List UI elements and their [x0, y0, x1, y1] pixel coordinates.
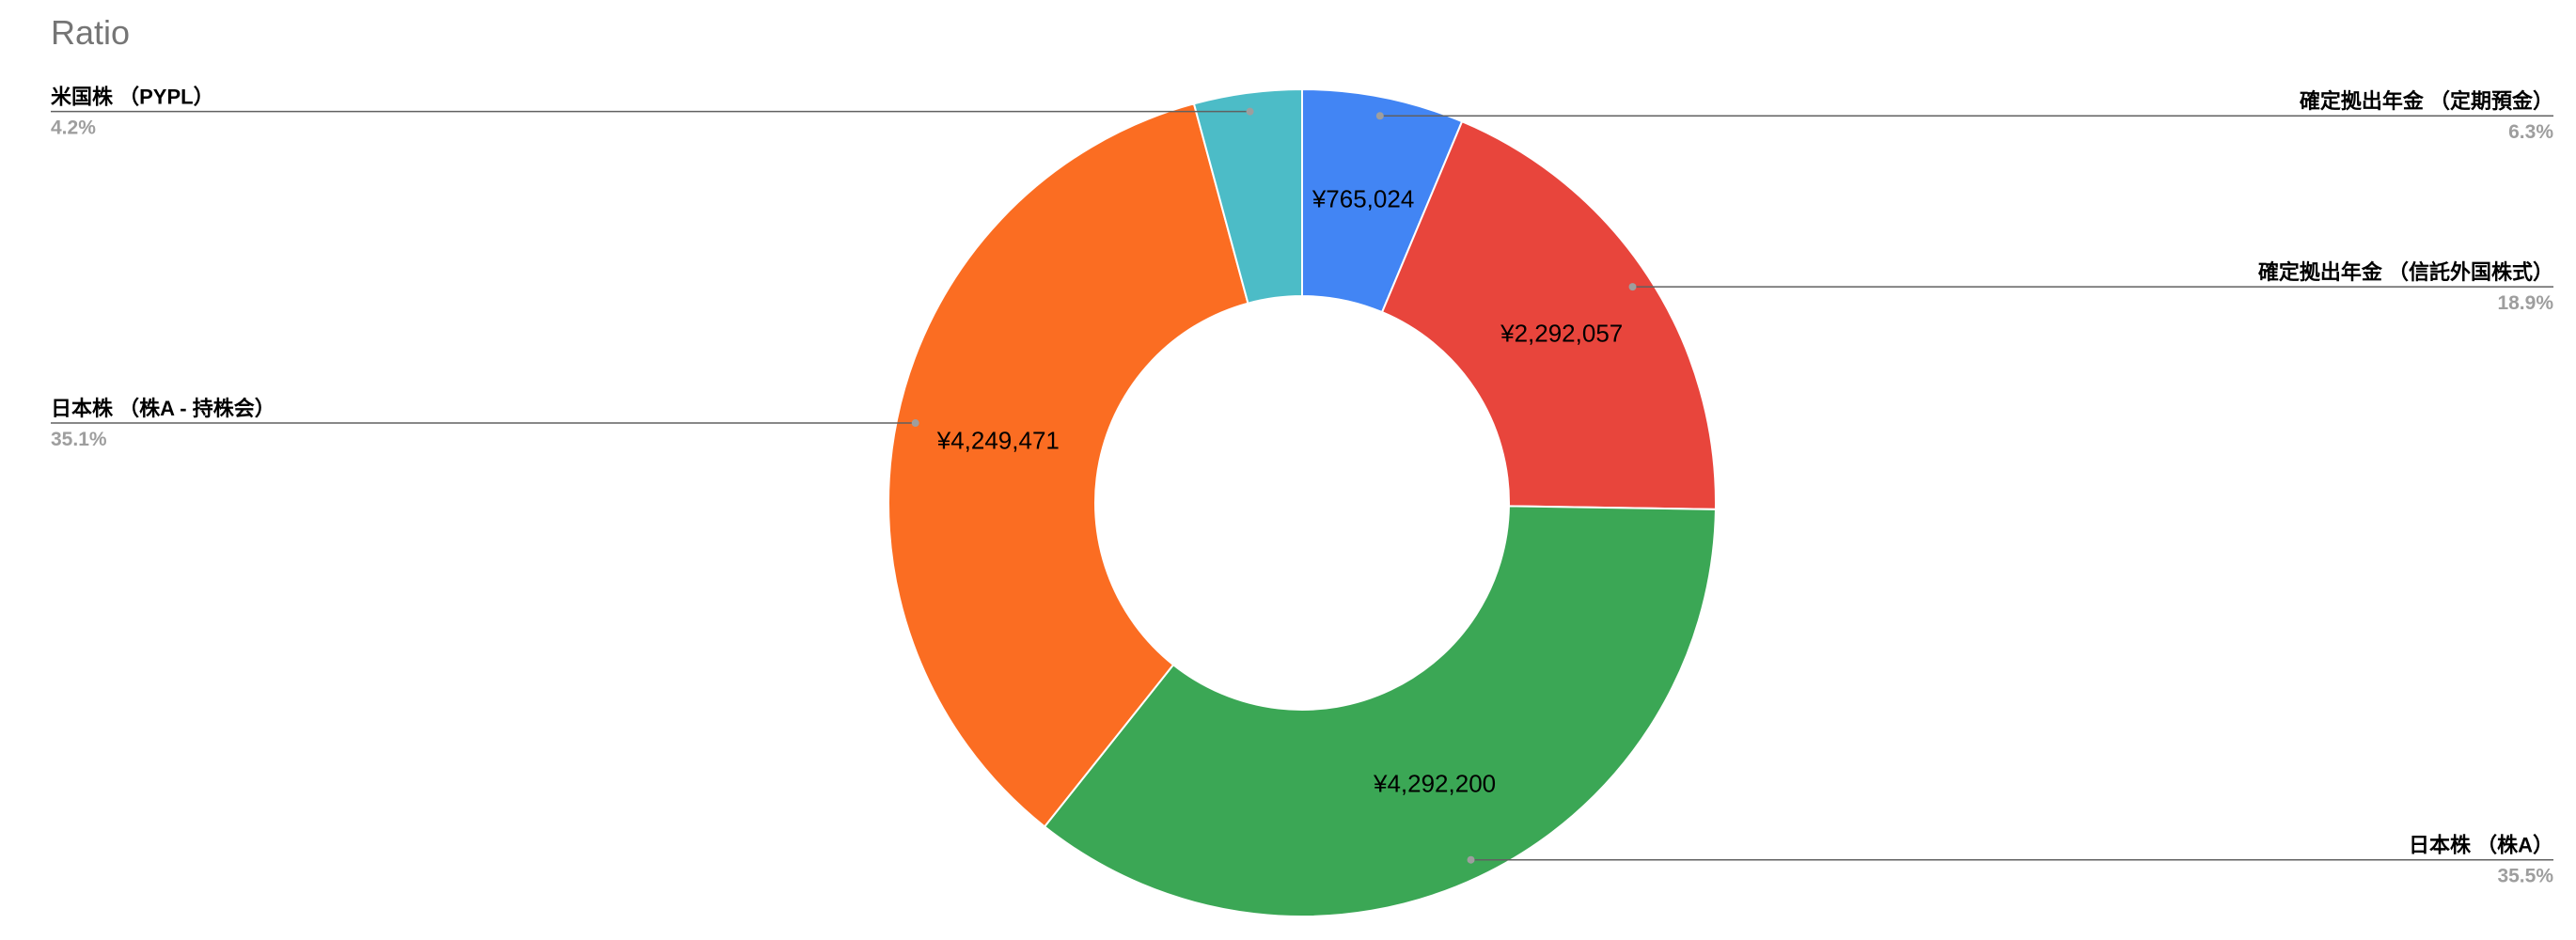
slice-3	[887, 102, 1249, 828]
category-label-2: 日本株 （株A）	[2409, 834, 2553, 857]
slice-2	[1043, 505, 1717, 917]
percent-label-3: 35.1%	[51, 429, 107, 450]
leader-dot-4	[1246, 107, 1254, 116]
leader-dot-1	[1628, 283, 1637, 291]
donut-slices	[887, 87, 1717, 917]
slice-4	[1192, 87, 1303, 305]
leader-lines	[51, 107, 2553, 864]
value-label-1: ¥2,292,057	[1500, 319, 1623, 347]
category-label-3: 日本株 （株A - 持株会）	[51, 397, 275, 420]
value-label-0: ¥765,024	[1312, 184, 1414, 212]
percent-label-2: 35.5%	[2497, 866, 2553, 887]
percent-label-0: 6.3%	[2508, 121, 2553, 143]
percent-label-4: 4.2%	[51, 118, 96, 139]
value-label-3: ¥4,249,471	[936, 426, 1060, 454]
leader-dot-3	[911, 419, 919, 428]
percent-label-1: 18.9%	[2497, 292, 2553, 314]
leader-dot-2	[1467, 855, 1475, 864]
category-label-1: 確定拠出年金 （信託外国株式）	[2258, 260, 2553, 284]
category-label-0: 確定拠出年金 （定期預金）	[2300, 89, 2553, 113]
category-label-4: 米国株 （PYPL）	[51, 86, 214, 109]
value-label-2: ¥4,292,200	[1373, 769, 1496, 797]
slice-1	[1380, 119, 1717, 510]
leader-dot-0	[1375, 112, 1384, 120]
chart-title: Ratio	[51, 13, 131, 52]
slice-labels: ¥765,024 確定拠出年金 （定期預金） 6.3% ¥2,292,057 確定拠出年…	[51, 86, 2553, 887]
